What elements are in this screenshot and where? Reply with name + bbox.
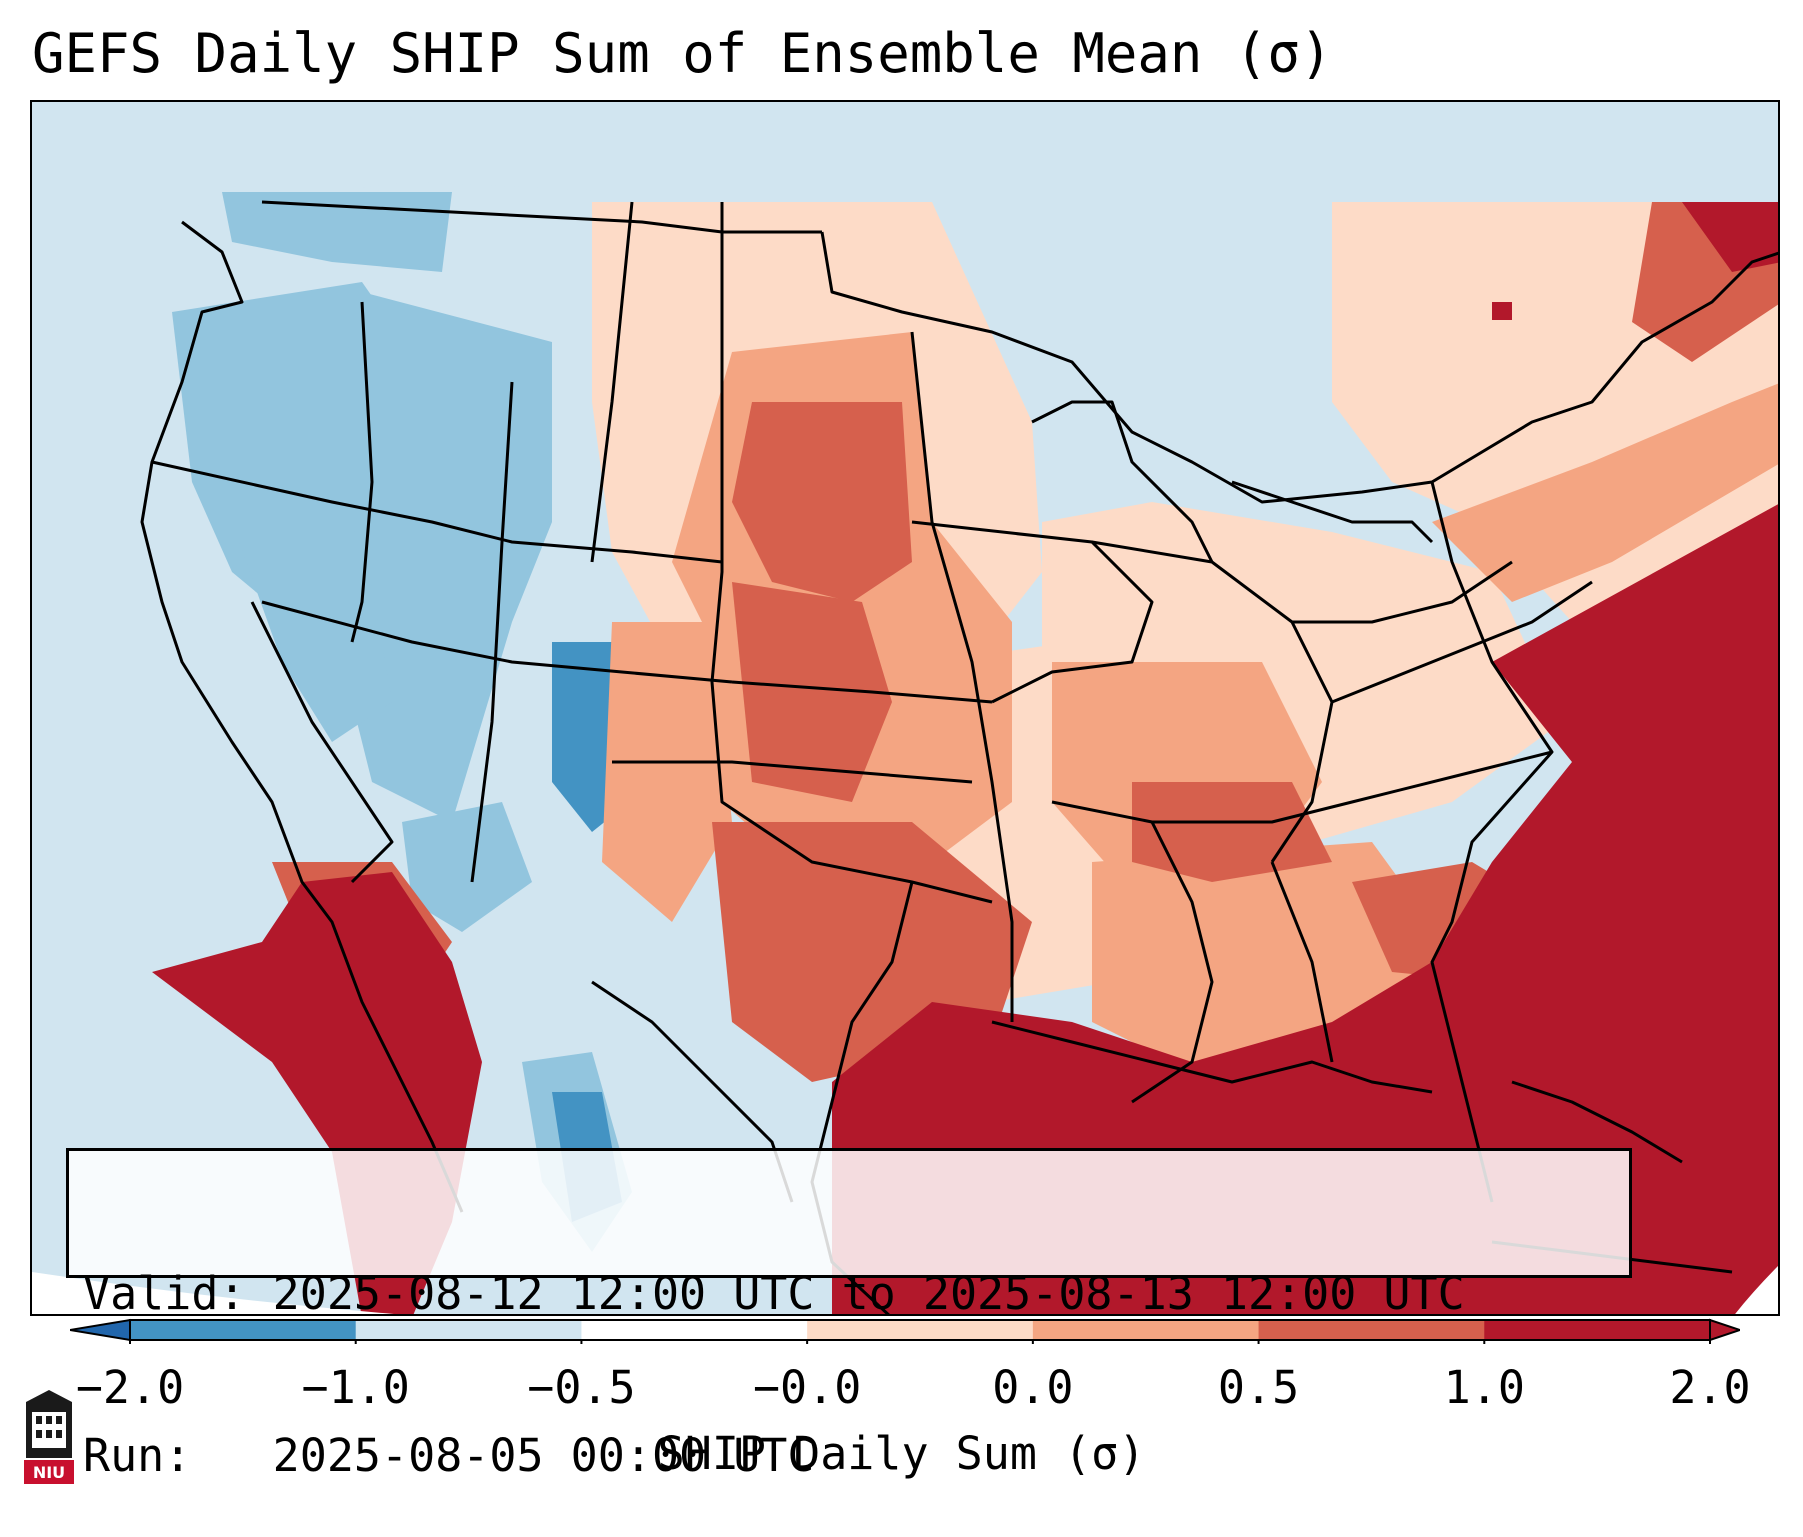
colorbar-extend-high	[1709, 1318, 1740, 1342]
colorbar-label: SHIP Daily Sum (σ)	[657, 1427, 1146, 1480]
colorbar-segment	[581, 1320, 808, 1340]
colorbar-segment	[1032, 1320, 1260, 1340]
niu-logo-text: NIU	[33, 1463, 65, 1482]
colorbar-segment	[1484, 1320, 1711, 1340]
colorbar-segment	[355, 1320, 582, 1340]
colorbar-tick-label: 0.0	[992, 1361, 1074, 1414]
colorbar-segment	[1258, 1320, 1485, 1340]
ship-anomaly-map	[32, 102, 1778, 1314]
colorbar-segment	[807, 1320, 1034, 1340]
valid-time-text: Valid: 2025-08-12 12:00 UTC to 2025-08-1…	[83, 1267, 1465, 1320]
run-time-text: Run: 2025-08-05 00:00 UTC	[83, 1429, 815, 1482]
colorbar-tick-label: −1.0	[301, 1361, 410, 1414]
colorbar-segment	[130, 1320, 357, 1340]
colorbar	[70, 1318, 1740, 1344]
colorbar-extend-low	[70, 1318, 131, 1342]
colorbar-tick-label: −0.0	[752, 1361, 862, 1414]
plot-title: GEFS Daily SHIP Sum of Ensemble Mean (σ)	[32, 22, 1333, 85]
colorbar-tick-label: 1.0	[1443, 1361, 1525, 1414]
niu-logo-icon: NIU	[24, 1390, 74, 1484]
valid-run-info-box: Valid: 2025-08-12 12:00 UTC to 2025-08-1…	[66, 1148, 1632, 1482]
colorbar-tick-label: 0.5	[1217, 1361, 1300, 1414]
colorbar-tick-label: 2.0	[1669, 1361, 1751, 1414]
colorbar-tick-label: −2.0	[75, 1361, 185, 1414]
map-panel	[30, 100, 1780, 1316]
colorbar-tick-label: −0.5	[527, 1361, 636, 1414]
